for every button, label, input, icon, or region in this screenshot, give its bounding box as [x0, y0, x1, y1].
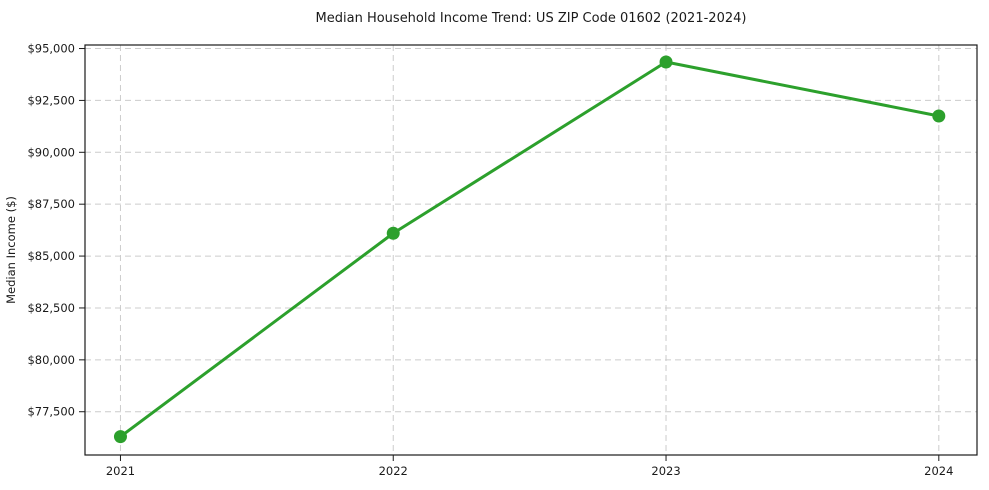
- gridlines: [85, 45, 977, 455]
- y-tick-label: $82,500: [27, 301, 75, 315]
- data-point-2022: [386, 226, 400, 240]
- chart-title: Median Household Income Trend: US ZIP Co…: [316, 11, 747, 26]
- y-tick-label: $77,500: [27, 405, 75, 419]
- axes-spines: [84, 44, 978, 456]
- y-axis-label: Median Income ($): [4, 196, 18, 304]
- income-trend-line: [118, 60, 941, 439]
- x-tick-label: 2021: [106, 464, 135, 478]
- data-point-2023: [659, 55, 673, 69]
- x-tick-label: 2022: [379, 464, 408, 478]
- data-series: [113, 55, 946, 444]
- axis-ticks: [79, 48, 940, 461]
- y-tick-label: $80,000: [27, 353, 75, 367]
- data-point-2024: [932, 109, 946, 123]
- y-tick-label: $90,000: [27, 145, 75, 159]
- plot-border: [84, 44, 978, 456]
- y-tick-labels: $77,500 $80,000 $82,500 $85,000 $87,500 $90,0…: [27, 42, 75, 419]
- data-point-2021: [113, 430, 127, 444]
- x-tick-label: 2024: [924, 464, 953, 478]
- y-tick-label: $85,000: [27, 249, 75, 263]
- x-tick-label: 2023: [651, 464, 680, 478]
- y-tick-label: $87,500: [27, 197, 75, 211]
- y-tick-label: $95,000: [27, 42, 75, 56]
- y-tick-label: $92,500: [27, 93, 75, 107]
- x-tick-labels: 2021 2022 2023 2024: [106, 464, 954, 478]
